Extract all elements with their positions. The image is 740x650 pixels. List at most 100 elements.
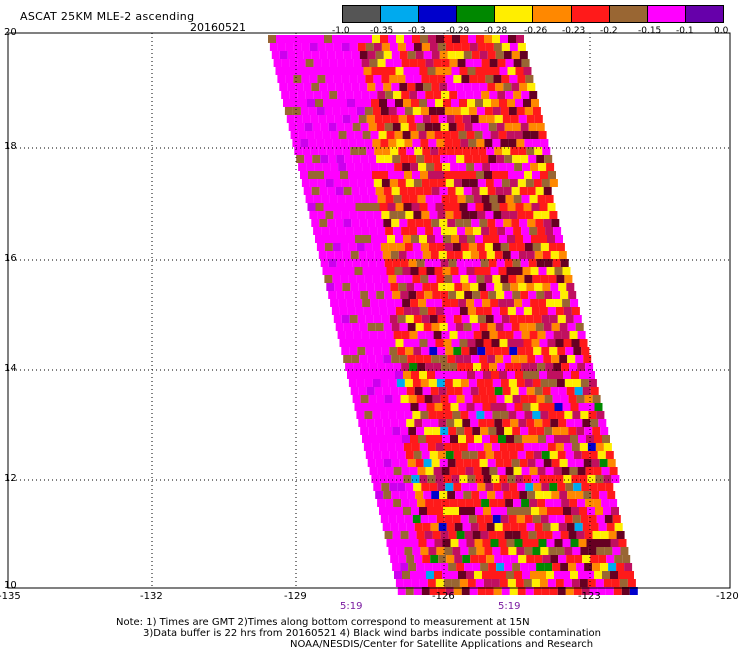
swath-pixel bbox=[451, 67, 460, 75]
swath-pixel bbox=[471, 219, 480, 227]
swath-pixel bbox=[410, 267, 419, 275]
swath-pixel bbox=[532, 243, 541, 251]
swath-pixel bbox=[429, 211, 438, 219]
swath-pixel bbox=[515, 235, 523, 243]
swath-pixel bbox=[582, 419, 591, 427]
swath-pixel bbox=[571, 443, 580, 451]
swath-pixel bbox=[450, 435, 458, 443]
swath-pixel bbox=[426, 435, 434, 443]
swath-pixel bbox=[533, 315, 542, 323]
swath-pixel bbox=[496, 395, 505, 403]
swath-pixel bbox=[459, 99, 467, 107]
swath-pixel bbox=[451, 203, 460, 211]
swath-pixel bbox=[395, 507, 403, 515]
swath-pixel bbox=[415, 459, 424, 467]
swath-pixel bbox=[403, 307, 412, 315]
swath-pixel bbox=[505, 467, 514, 475]
swath-pixel bbox=[424, 291, 433, 299]
swath-pixel bbox=[344, 291, 353, 299]
swath-pixel bbox=[309, 75, 318, 83]
swath-pixel bbox=[340, 275, 349, 283]
swath-pixel bbox=[332, 35, 340, 43]
swath-pixel bbox=[431, 83, 440, 91]
swath-pixel bbox=[348, 379, 357, 387]
swath-pixel bbox=[436, 515, 445, 523]
swath-pixel bbox=[386, 539, 395, 547]
swath-pixel bbox=[404, 171, 412, 179]
swath-pixel bbox=[508, 547, 517, 555]
swath-pixel bbox=[446, 283, 455, 291]
swath-pixel bbox=[449, 499, 458, 507]
swath-pixel bbox=[507, 99, 515, 107]
swath-pixel bbox=[336, 259, 345, 267]
swath-pixel bbox=[481, 363, 490, 371]
swath-pixel bbox=[510, 523, 519, 531]
swath-pixel bbox=[393, 91, 402, 99]
swath-pixel bbox=[475, 475, 484, 483]
swath-pixel bbox=[408, 395, 417, 403]
swath-pixel bbox=[325, 179, 334, 187]
swath-pixel bbox=[313, 91, 322, 99]
swath-pixel bbox=[429, 347, 438, 355]
swath-pixel bbox=[629, 587, 638, 595]
swath-pixel bbox=[503, 187, 512, 195]
swath-pixel bbox=[352, 291, 361, 299]
swath-pixel bbox=[326, 251, 335, 259]
swath-pixel bbox=[589, 587, 598, 595]
swath-pixel bbox=[441, 499, 450, 507]
swath-pixel bbox=[454, 387, 463, 395]
swath-pixel bbox=[586, 403, 595, 411]
swath-pixel bbox=[425, 499, 434, 507]
swath-pixel bbox=[550, 419, 559, 427]
swath-pixel bbox=[436, 107, 445, 115]
swath-pixel bbox=[317, 211, 326, 219]
swath-pixel bbox=[380, 275, 389, 283]
swath-pixel bbox=[391, 83, 400, 91]
swath-pixel bbox=[327, 219, 336, 227]
swath-pixel bbox=[534, 387, 543, 395]
swath-pixel bbox=[581, 451, 590, 459]
swath-pixel bbox=[385, 363, 394, 371]
swath-pixel bbox=[518, 419, 527, 427]
swath-pixel bbox=[373, 211, 382, 219]
swath-pixel bbox=[458, 299, 467, 307]
swath-pixel bbox=[300, 107, 309, 115]
swath-pixel bbox=[572, 547, 581, 555]
swath-pixel bbox=[563, 579, 572, 587]
swath-pixel bbox=[555, 443, 564, 451]
swath-pixel bbox=[508, 35, 516, 43]
swath-pixel bbox=[407, 459, 416, 467]
swath-pixel bbox=[532, 411, 541, 419]
swath-pixel bbox=[285, 43, 294, 51]
swath-pixel bbox=[467, 307, 476, 315]
swath-pixel bbox=[413, 43, 422, 51]
swath-pixel bbox=[350, 115, 359, 123]
swath-pixel bbox=[489, 499, 498, 507]
swath-pixel bbox=[423, 219, 432, 227]
swath-pixel bbox=[404, 547, 413, 555]
swath-pixel bbox=[361, 331, 370, 339]
swath-pixel bbox=[384, 395, 393, 403]
swath-pixel bbox=[603, 579, 612, 587]
swath-pixel bbox=[546, 403, 555, 411]
swath-pixel bbox=[461, 43, 470, 51]
swath-pixel bbox=[491, 443, 500, 451]
swath-pixel bbox=[586, 539, 595, 547]
swath-pixel bbox=[399, 187, 408, 195]
swath-pixel bbox=[522, 539, 531, 547]
swath-pixel bbox=[323, 67, 332, 75]
swath-pixel bbox=[468, 515, 477, 523]
map-date: 20160521 bbox=[190, 21, 246, 34]
swath-pixel bbox=[399, 459, 408, 467]
swath-pixel bbox=[439, 51, 448, 59]
swath-pixel bbox=[437, 75, 446, 83]
swath-pixel bbox=[351, 187, 360, 195]
swath-pixel bbox=[447, 355, 456, 363]
swath-pixel bbox=[445, 43, 454, 51]
swath-pixel bbox=[394, 299, 403, 307]
swath-pixel bbox=[315, 99, 323, 107]
colorbar-swatch bbox=[608, 6, 647, 22]
swath-pixel bbox=[577, 499, 586, 507]
swath-pixel bbox=[428, 107, 437, 115]
longitude-label: -120 bbox=[716, 591, 739, 602]
